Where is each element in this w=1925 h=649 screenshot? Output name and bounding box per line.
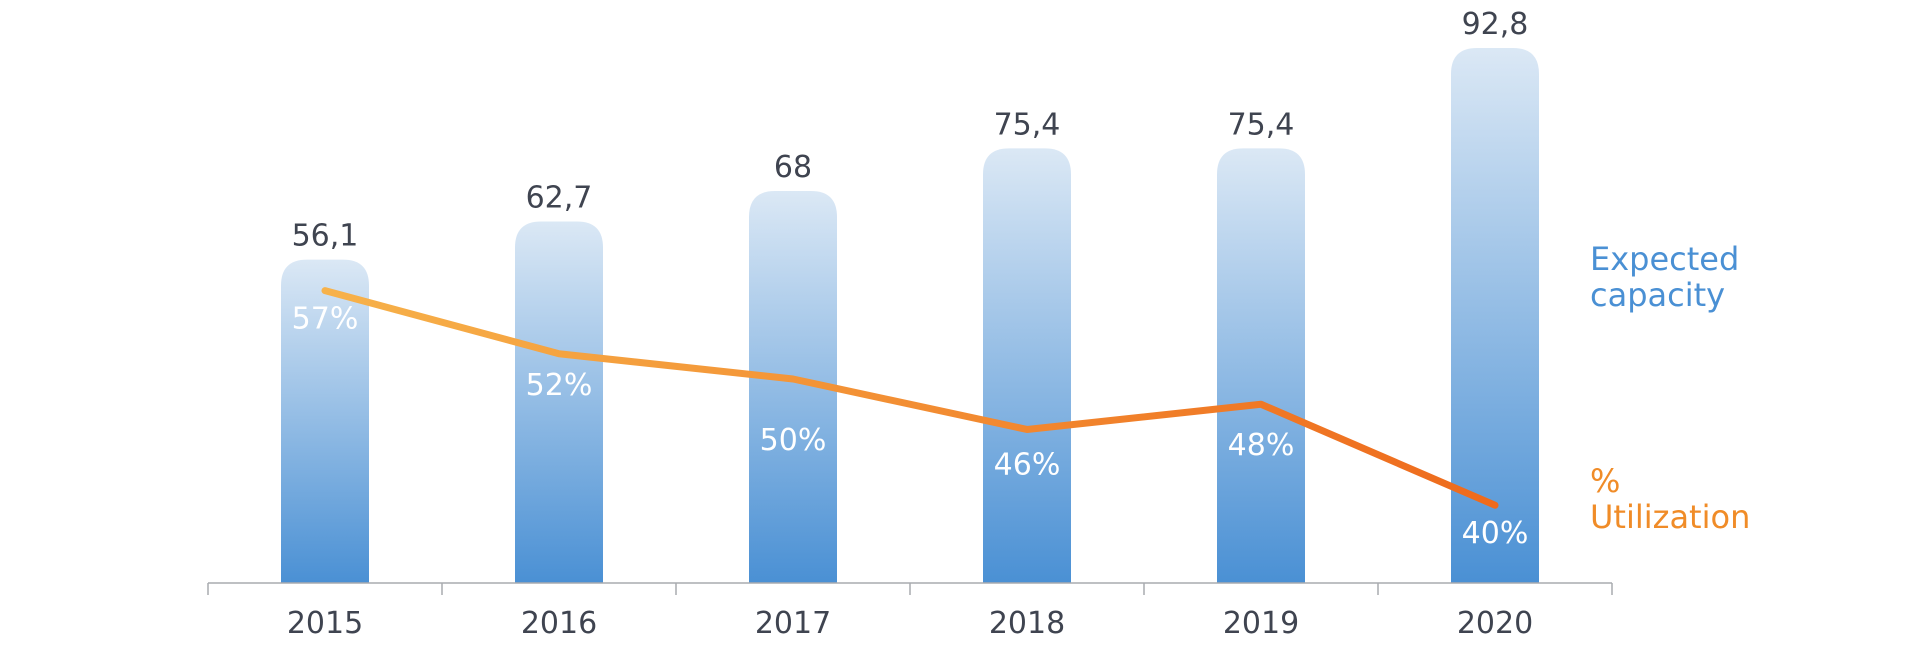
bar-2020 [1451, 48, 1539, 583]
bar-2016 [515, 221, 603, 583]
bar-value-labels: 56,1 62,7 68 75,4 75,4 92,8 [292, 7, 1529, 254]
utilization-line [321, 287, 1499, 509]
x-tick-label-2015: 2015 [287, 606, 363, 641]
utilization-label-2018: 46% [994, 447, 1061, 482]
x-tick-label-2017: 2017 [755, 606, 831, 641]
bar-value-2019: 75,4 [1228, 107, 1295, 142]
bar-2015 [281, 259, 369, 583]
legend-entry-0-line-0: Expected [1590, 240, 1739, 278]
bar-value-2018: 75,4 [994, 107, 1061, 142]
legend-entry-0-line-1: capacity [1590, 276, 1725, 314]
bar-2019 [1217, 148, 1305, 583]
bar-2018 [983, 148, 1071, 583]
bar-value-2017: 68 [774, 150, 812, 185]
utilization-label-2017: 50% [760, 423, 827, 458]
utilization-line-group [321, 287, 1499, 509]
legend-entry-1-line-1: Utilization [1590, 498, 1750, 536]
x-axis [207, 582, 1613, 595]
bars-group [281, 48, 1539, 584]
x-tick-label-2018: 2018 [989, 606, 1065, 641]
bar-2017 [749, 190, 837, 584]
utilization-label-2019: 48% [1228, 428, 1295, 463]
legend-entry-1-line-0: % [1590, 462, 1620, 500]
bar-value-2015: 56,1 [292, 219, 359, 254]
utilization-label-2016: 52% [526, 368, 593, 403]
bar-value-2020: 92,8 [1462, 7, 1529, 42]
utilization-labels: 57% 52% 50% 46% 48% 40% [292, 302, 1529, 552]
utilization-label-2020: 40% [1462, 516, 1529, 551]
x-tick-label-2020: 2020 [1457, 606, 1533, 641]
utilization-label-2015: 57% [292, 302, 359, 337]
x-tick-label-2016: 2016 [521, 606, 597, 641]
x-tick-label-2019: 2019 [1223, 606, 1299, 641]
x-tick-labels: 2015 2016 2017 2018 2019 2020 [287, 606, 1533, 641]
bar-value-2016: 62,7 [526, 181, 593, 216]
